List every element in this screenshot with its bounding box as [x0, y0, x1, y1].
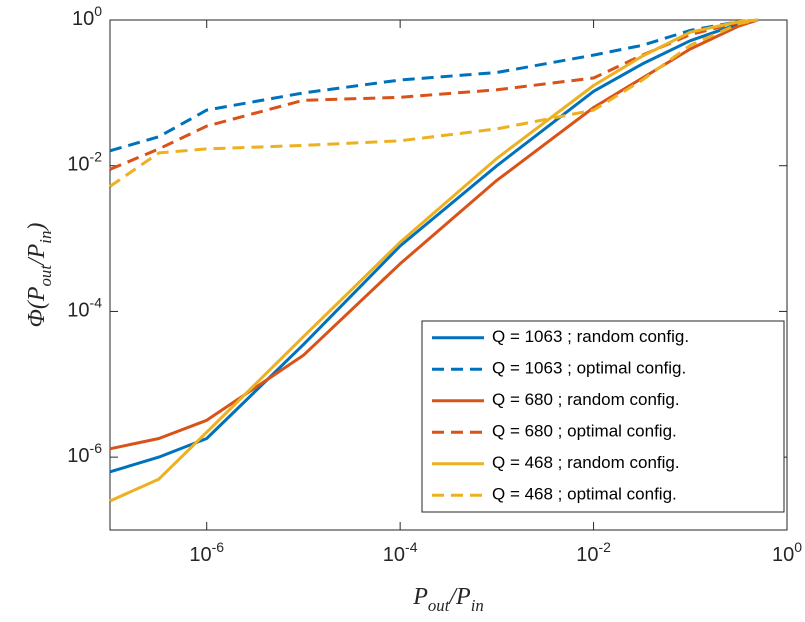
legend-label: Q = 468 ; optimal config.: [492, 485, 677, 504]
series-line: [109, 18, 759, 171]
x-tick-label: 10-2: [576, 539, 611, 567]
y-tick-label: 10-6: [67, 440, 102, 468]
series-line: [109, 18, 759, 503]
series-line: [109, 18, 759, 451]
y-tick-label: 10-4: [67, 294, 102, 322]
y-tick-label: 100: [72, 3, 102, 31]
legend-label: Q = 680 ; random config.: [492, 390, 680, 409]
series-line: [109, 18, 759, 474]
legend-label: Q = 1063 ; optimal config.: [492, 359, 686, 378]
legend-label: Q = 1063 ; random config.: [492, 327, 689, 346]
legend-label: Q = 680 ; optimal config.: [492, 422, 677, 441]
y-tick-label: 10-2: [67, 148, 102, 176]
legend-label: Q = 468 ; random config.: [492, 453, 680, 472]
x-tick-label: 10-4: [383, 539, 418, 567]
x-axis-label: Pout/Pin: [412, 584, 484, 616]
x-tick-label: 10-6: [189, 539, 224, 567]
series-line: [109, 18, 759, 188]
legend-box: [421, 320, 785, 513]
y-axis-label: Φ(Pout/Pin): [24, 223, 56, 328]
x-tick-label: 100: [772, 539, 802, 567]
legend: Q = 1063 ; random config. Q = 1063 ; opti…: [421, 320, 785, 513]
